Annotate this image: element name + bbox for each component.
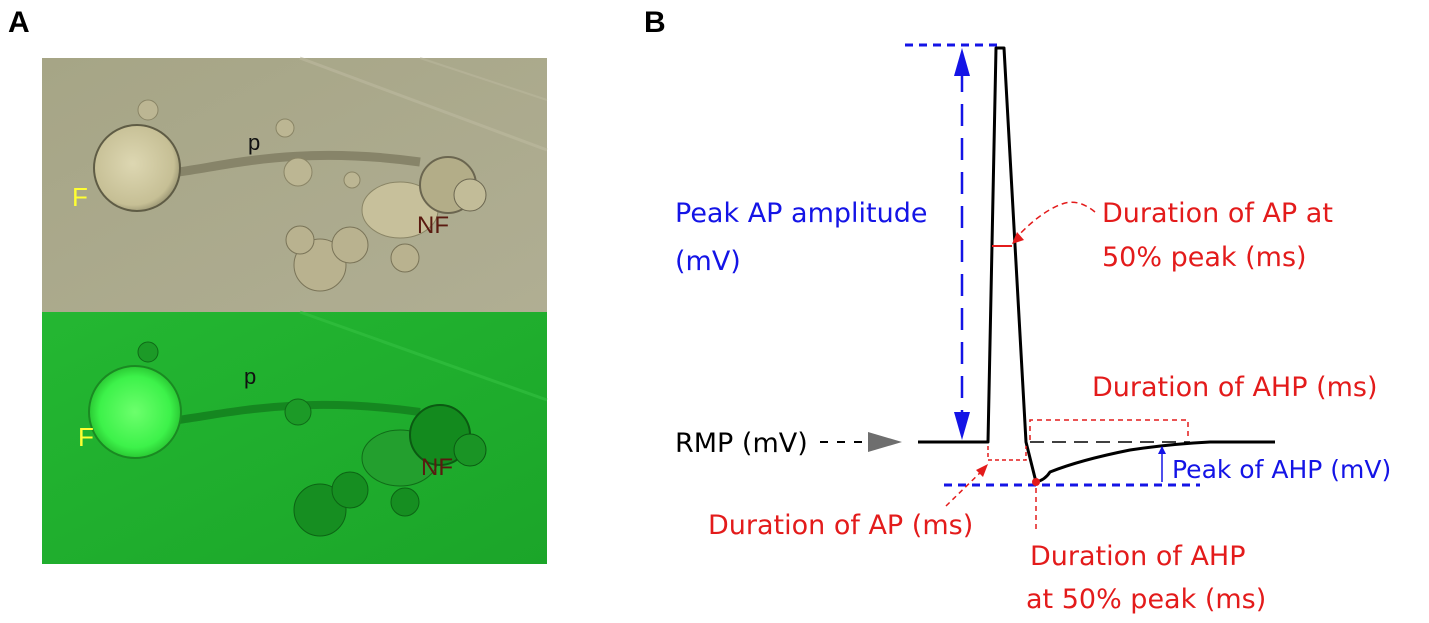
peak-ap-amplitude-label-2: (mV) (675, 246, 741, 277)
ap-half-width-arrow-head (1012, 232, 1024, 244)
label-p-fluorescence: p (244, 364, 256, 389)
duration-ahp-50-label-2: at 50% peak (ms) (1026, 584, 1266, 615)
label-f-brightfield: F (72, 182, 88, 212)
rmp-arrow-head (868, 432, 902, 452)
label-nf-fluorescence: NF (421, 454, 453, 481)
fluorescence-image: F p NF (42, 310, 548, 564)
duration-ap-50-label-1: Duration of AP at (1102, 198, 1333, 229)
label-nf-brightfield: NF (417, 212, 449, 239)
rmp-label: RMP (mV) (675, 428, 808, 459)
ahp-peak-dot (1032, 478, 1040, 486)
duration-ap-50-label-2: 50% peak (ms) (1102, 242, 1307, 273)
ap-duration-arrow-head (976, 464, 988, 477)
ap-duration-pointer (945, 467, 986, 507)
ap-half-width-pointer (1015, 201, 1096, 239)
ap-duration-bracket (987, 446, 1027, 461)
peak-arrow-up-head (954, 48, 970, 76)
label-f-fluorescence: F (78, 422, 94, 452)
duration-ahp-50-label-1: Duration of AHP (1030, 541, 1246, 572)
duration-ahp-label: Duration of AHP (ms) (1092, 372, 1378, 403)
peak-ap-amplitude-label-1: Peak AP amplitude (675, 198, 927, 229)
peak-arrow-down-head (954, 412, 970, 440)
peak-ahp-label: Peak of AHP (mV) (1172, 455, 1391, 484)
label-p-brightfield: p (248, 130, 260, 155)
peak-ahp-arrow-head (1158, 446, 1166, 454)
brightfield-image: F p NF (42, 56, 548, 312)
duration-ap-label: Duration of AP (ms) (708, 510, 973, 541)
panel-a-letter: A (8, 6, 30, 39)
panel-b-letter: B (644, 6, 666, 39)
ahp-duration-bracket (1029, 419, 1189, 440)
